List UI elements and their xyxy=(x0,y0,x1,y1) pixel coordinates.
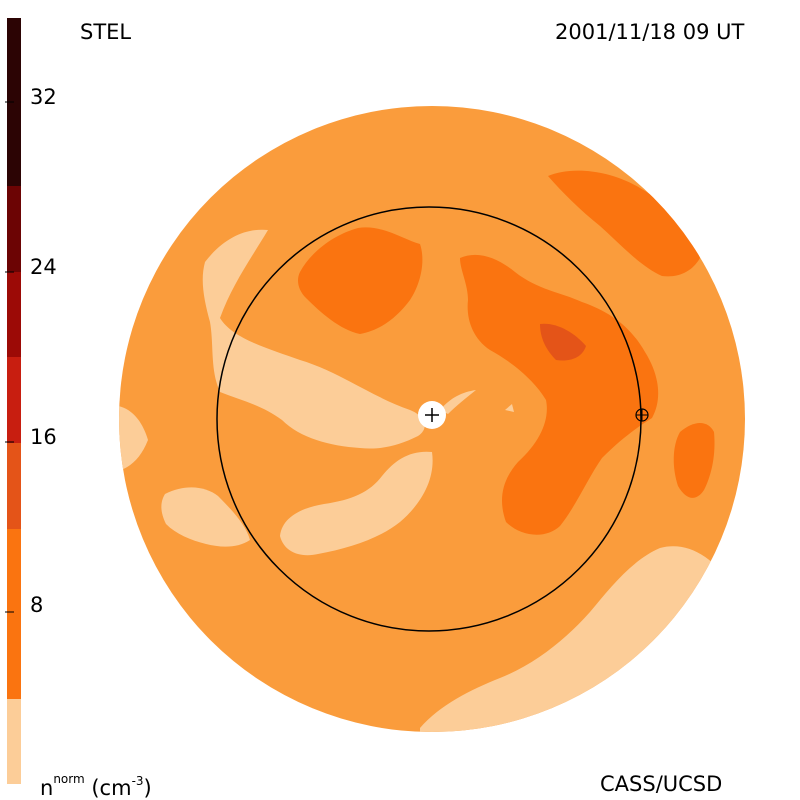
low-density-region-upper-left xyxy=(202,229,425,449)
low-density-region-left xyxy=(161,487,250,547)
unit-base: n xyxy=(40,776,54,800)
high-density-region-top-center xyxy=(298,227,423,334)
colorbar-tick-label-8: 8 xyxy=(30,593,43,617)
colorbar-band-6 xyxy=(7,272,21,357)
low-density-filament-2 xyxy=(505,404,514,412)
unit-label: nnorm (cm-3) xyxy=(40,772,152,800)
colorbar-band-5 xyxy=(7,357,21,443)
unit-close: ) xyxy=(143,776,152,800)
colorbar-band-7 xyxy=(7,186,21,272)
low-density-region-lower-center xyxy=(280,451,433,556)
colorbar-band-4 xyxy=(7,443,21,529)
peak-density-region xyxy=(540,323,586,361)
colorbar-ticks xyxy=(5,101,14,613)
credit-label: CASS/UCSD xyxy=(600,772,723,796)
colorbar-tick-label-16: 16 xyxy=(30,425,57,449)
colorbar xyxy=(7,18,21,784)
sky-map xyxy=(119,106,745,732)
colorbar-tick-label-24: 24 xyxy=(30,255,57,279)
source-label: STEL xyxy=(80,20,132,44)
low-density-filament-1 xyxy=(440,390,476,414)
unit-rest: (cm xyxy=(91,776,132,800)
high-density-region-right xyxy=(673,423,715,498)
colorbar-band-3 xyxy=(7,529,21,699)
unit-superscript: norm xyxy=(53,772,85,786)
reference-orbit-circle xyxy=(216,206,642,632)
timestamp-label: 2001/11/18 09 UT xyxy=(555,20,745,44)
colorbar-band-1 xyxy=(7,699,21,784)
sun-center-marker xyxy=(418,401,446,429)
unit-exponent: -3 xyxy=(131,774,144,788)
high-density-region-top-right xyxy=(548,170,700,277)
high-density-region-east xyxy=(460,254,659,535)
colorbar-tick-label-32: 32 xyxy=(30,85,57,109)
earth-marker xyxy=(635,408,649,422)
